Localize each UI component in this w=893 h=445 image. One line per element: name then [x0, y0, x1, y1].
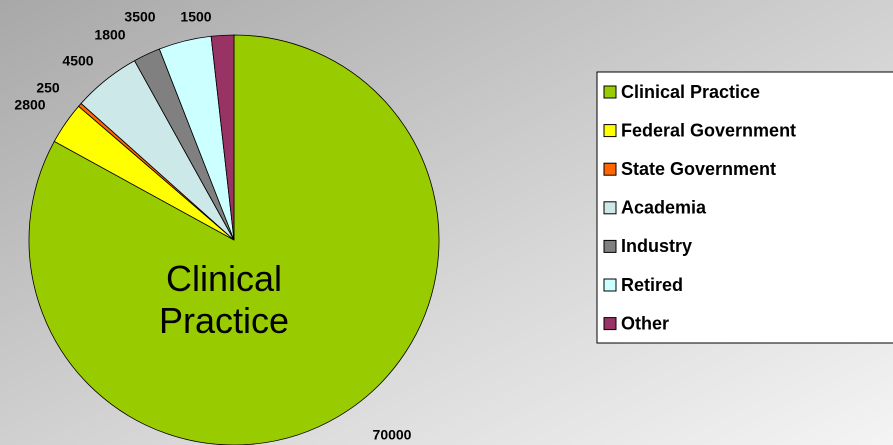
data-label: 250 — [36, 80, 60, 96]
legend-swatch — [603, 124, 617, 138]
data-label: 1800 — [94, 27, 125, 43]
legend-label: Federal Government — [621, 120, 796, 140]
legend-swatch — [603, 239, 617, 253]
legend-label: Industry — [621, 236, 692, 256]
legend-swatch — [603, 162, 617, 176]
data-label: 3500 — [124, 9, 155, 25]
legend-swatch — [603, 278, 617, 292]
pie-slice — [210, 34, 235, 241]
data-label: 1500 — [180, 9, 211, 25]
legend-label: Clinical Practice — [621, 82, 760, 102]
legend-swatch — [603, 85, 617, 99]
slice-label: Clinical Practice — [158, 258, 290, 341]
legend-label: Retired — [621, 275, 683, 295]
legend-label: State Government — [621, 159, 776, 179]
data-label: 70000 — [373, 427, 412, 443]
legend-label: Academia — [621, 198, 707, 218]
legend-swatch — [603, 201, 617, 215]
data-label: 2800 — [14, 97, 45, 113]
legend-box — [596, 71, 893, 344]
legend-swatch — [603, 317, 617, 331]
legend-label: Other — [621, 313, 669, 333]
data-label: 4500 — [62, 53, 93, 69]
